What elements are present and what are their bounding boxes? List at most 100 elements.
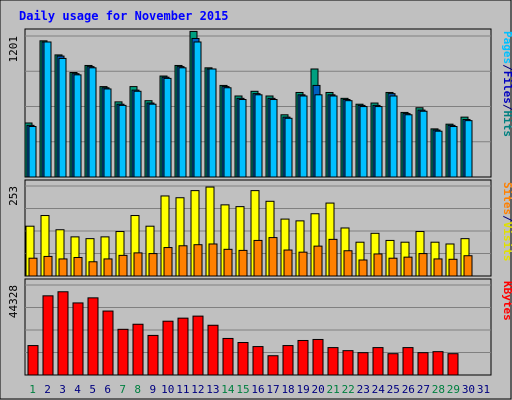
bar-sites-2 xyxy=(43,255,53,277)
panel-mid: 253 Sites/Visits xyxy=(7,179,512,277)
bar-kbytes-15 xyxy=(237,342,249,376)
bar-pages-16 xyxy=(254,94,263,178)
bar-sites-11 xyxy=(178,245,188,277)
bar-sites-14 xyxy=(223,248,233,277)
panel-legend: Sites/Visits xyxy=(501,182,512,262)
bar-sites-8 xyxy=(133,252,143,277)
bar-kbytes-10 xyxy=(162,320,174,376)
day-label-6: 6 xyxy=(104,383,111,396)
day-label-8: 8 xyxy=(134,383,141,396)
bar-kbytes-16 xyxy=(252,346,264,376)
panel-max-label: 1201 xyxy=(7,36,20,63)
bar-kbytes-14 xyxy=(222,337,234,376)
day-label-11: 11 xyxy=(176,383,189,396)
bar-kbytes-26 xyxy=(402,347,414,376)
bar-pages-20 xyxy=(314,94,323,178)
bar-pages-11 xyxy=(178,67,187,178)
bar-sites-30 xyxy=(463,255,473,277)
bar-sites-19 xyxy=(298,251,308,277)
bar-kbytes-24 xyxy=(372,347,384,376)
bar-pages-26 xyxy=(404,114,413,178)
panel-max-label: 253 xyxy=(7,186,20,206)
bar-sites-5 xyxy=(88,261,98,277)
bar-pages-29 xyxy=(449,126,458,178)
chart-panels: 1201Pages/Files/Hits253Sites/Visits44328… xyxy=(7,28,512,376)
day-label-25: 25 xyxy=(387,383,400,396)
bar-pages-12 xyxy=(193,41,202,178)
bar-pages-4 xyxy=(73,74,82,178)
bar-pages-17 xyxy=(269,99,278,178)
bar-sites-21 xyxy=(328,238,338,277)
bar-sites-7 xyxy=(118,254,128,277)
series-kbytes xyxy=(27,291,459,376)
bar-pages-8 xyxy=(133,90,142,178)
bar-sites-23 xyxy=(358,259,368,277)
bar-kbytes-20 xyxy=(312,338,324,376)
day-label-12: 12 xyxy=(191,383,204,396)
day-label-29: 29 xyxy=(447,383,460,396)
bar-sites-29 xyxy=(448,258,458,277)
bar-pages-13 xyxy=(208,68,217,178)
bar-kbytes-22 xyxy=(342,350,354,376)
bar-pages-6 xyxy=(103,88,112,178)
bar-kbytes-2 xyxy=(42,295,54,376)
bar-pages-10 xyxy=(163,77,172,178)
bar-kbytes-3 xyxy=(57,291,69,376)
bar-pages-3 xyxy=(58,57,67,178)
bar-sites-16 xyxy=(253,239,263,277)
day-label-7: 7 xyxy=(119,383,126,396)
panel-max-label: 44328 xyxy=(7,285,20,318)
bar-pages-9 xyxy=(148,103,157,178)
legend-entry: / xyxy=(501,215,512,222)
bar-kbytes-12 xyxy=(192,315,204,376)
legend-entry: / xyxy=(501,64,512,71)
day-label-31: 31 xyxy=(477,383,490,396)
bar-sites-13 xyxy=(208,243,218,277)
day-label-26: 26 xyxy=(402,383,415,396)
bar-pages-30 xyxy=(464,120,473,178)
bar-pages-19 xyxy=(299,95,308,178)
day-label-24: 24 xyxy=(372,383,386,396)
panel-legend: KBytes xyxy=(501,281,512,321)
bar-pages-15 xyxy=(238,99,247,178)
series-pages xyxy=(28,41,473,178)
bar-kbytes-13 xyxy=(207,324,219,376)
bar-sites-28 xyxy=(433,258,443,277)
bar-sites-9 xyxy=(148,253,158,277)
bar-sites-15 xyxy=(238,249,248,277)
bar-pages-5 xyxy=(88,67,97,178)
bar-kbytes-25 xyxy=(387,353,399,376)
day-label-15: 15 xyxy=(236,383,249,396)
day-label-10: 10 xyxy=(161,383,174,396)
bar-kbytes-4 xyxy=(72,302,84,376)
legend-entry: Visits xyxy=(501,222,512,262)
bar-kbytes-11 xyxy=(177,317,189,376)
legend-entry: Files xyxy=(501,71,512,104)
bar-kbytes-28 xyxy=(432,351,444,376)
bar-kbytes-17 xyxy=(267,355,279,376)
bar-kbytes-29 xyxy=(447,353,459,376)
bar-sites-27 xyxy=(418,253,428,277)
day-label-4: 4 xyxy=(74,383,81,396)
bar-kbytes-9 xyxy=(147,334,159,376)
bar-sites-3 xyxy=(58,258,68,277)
bar-pages-22 xyxy=(344,100,353,178)
bar-kbytes-7 xyxy=(117,328,129,376)
bar-kbytes-18 xyxy=(282,345,294,376)
bar-sites-26 xyxy=(403,256,413,277)
bar-sites-18 xyxy=(283,249,293,277)
bar-kbytes-23 xyxy=(357,352,369,376)
panel-bot: 44328 KBytes xyxy=(7,278,512,376)
bar-kbytes-6 xyxy=(102,310,114,376)
bar-kbytes-19 xyxy=(297,339,309,376)
day-label-14: 14 xyxy=(221,383,235,396)
day-label-30: 30 xyxy=(462,383,475,396)
bar-sites-20 xyxy=(313,245,323,277)
legend-entry: Pages xyxy=(501,31,512,64)
bar-pages-27 xyxy=(419,110,428,178)
legend-entry: KBytes xyxy=(501,281,512,321)
bar-sites-25 xyxy=(388,257,398,277)
bar-sites-22 xyxy=(343,250,353,277)
